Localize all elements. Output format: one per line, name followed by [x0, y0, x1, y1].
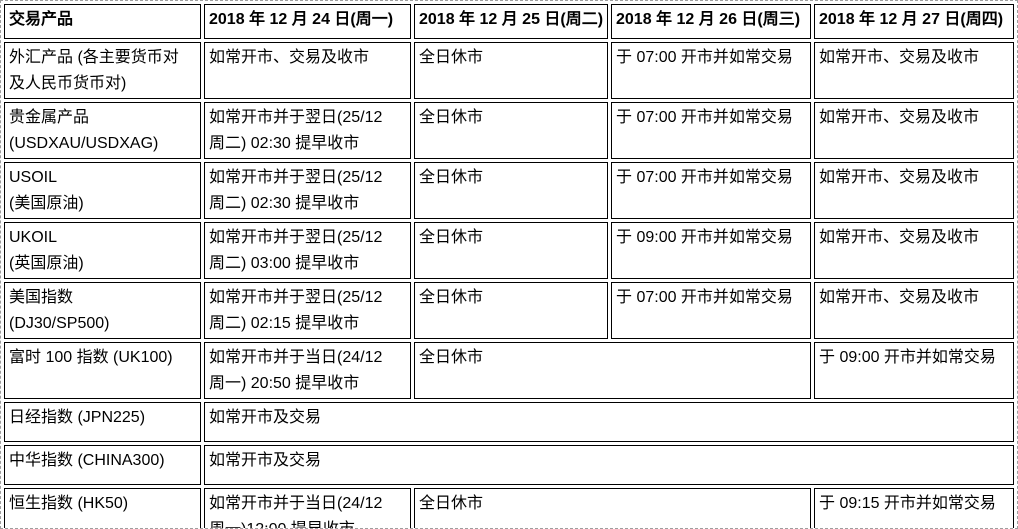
schedule-cell: 于 07:00 开市并如常交易 — [611, 102, 811, 159]
schedule-cell: 如常开市及交易 — [204, 445, 1014, 485]
schedule-cell: 全日休市 — [414, 488, 811, 528]
table-row: 中华指数 (CHINA300) 如常开市及交易 — [4, 445, 1014, 485]
product-cell: 美国指数 (DJ30/SP500) — [4, 282, 201, 339]
column-header-dec26: 2018 年 12 月 26 日(周三) — [611, 4, 811, 39]
schedule-cell: 如常开市并于翌日(25/12 周二) 02:30 提早收市 — [204, 102, 411, 159]
schedule-cell: 如常开市、交易及收市 — [814, 42, 1014, 99]
table-row: 贵金属产品 (USDXAU/USDXAG) 如常开市并于翌日(25/12 周二) … — [4, 102, 1014, 159]
schedule-cell: 如常开市并于当日(24/12 周一)12:00 提早收市 — [204, 488, 411, 528]
product-cell: 日经指数 (JPN225) — [4, 402, 201, 442]
schedule-cell: 于 09:00 开市并如常交易 — [611, 222, 811, 279]
schedule-cell: 如常开市、交易及收市 — [814, 162, 1014, 219]
schedule-cell: 于 07:00 开市并如常交易 — [611, 42, 811, 99]
schedule-cell: 于 07:00 开市并如常交易 — [611, 162, 811, 219]
schedule-cell: 如常开市、交易及收市 — [814, 282, 1014, 339]
schedule-cell: 于 07:00 开市并如常交易 — [611, 282, 811, 339]
table-row: 日经指数 (JPN225) 如常开市及交易 — [4, 402, 1014, 442]
schedule-cell: 如常开市、交易及收市 — [204, 42, 411, 99]
schedule-cell: 如常开市并于翌日(25/12 周二) 02:30 提早收市 — [204, 162, 411, 219]
schedule-cell: 于 09:00 开市并如常交易 — [814, 342, 1014, 399]
header-row: 交易产品 2018 年 12 月 24 日(周一) 2018 年 12 月 25… — [4, 4, 1014, 39]
schedule-cell: 如常开市及交易 — [204, 402, 1014, 442]
column-header-product: 交易产品 — [4, 4, 201, 39]
schedule-cell: 全日休市 — [414, 102, 608, 159]
schedule-cell: 全日休市 — [414, 342, 811, 399]
product-cell: 富时 100 指数 (UK100) — [4, 342, 201, 399]
table-row: 恒生指数 (HK50)如常开市并于当日(24/12 周一)12:00 提早收市全… — [4, 488, 1014, 528]
schedule-cell: 于 09:15 开市并如常交易 — [814, 488, 1014, 528]
product-cell: 中华指数 (CHINA300) — [4, 445, 201, 485]
schedule-cell: 如常开市、交易及收市 — [814, 102, 1014, 159]
schedule-cell: 全日休市 — [414, 162, 608, 219]
schedule-cell: 如常开市并于当日(24/12 周一) 20:50 提早收市 — [204, 342, 411, 399]
product-cell: 恒生指数 (HK50) — [4, 488, 201, 528]
schedule-cell: 全日休市 — [414, 222, 608, 279]
column-header-dec24: 2018 年 12 月 24 日(周一) — [204, 4, 411, 39]
table-row: 富时 100 指数 (UK100) 如常开市并于当日(24/12 周一) 20:5… — [4, 342, 1014, 399]
table-row: 外汇产品 (各主要货币对 及人民币货币对) 如常开市、交易及收市 全日休市于 07:… — [4, 42, 1014, 99]
table-row: UKOIL (英国原油) 如常开市并于翌日(25/12 周二) 03:00 提早收… — [4, 222, 1014, 279]
column-header-dec27: 2018 年 12 月 27 日(周四) — [814, 4, 1014, 39]
product-cell: 外汇产品 (各主要货币对 及人民币货币对) — [4, 42, 201, 99]
table-row: 美国指数 (DJ30/SP500) 如常开市并于翌日(25/12 周二) 02:1… — [4, 282, 1014, 339]
schedule-cell: 如常开市并于翌日(25/12 周二) 02:15 提早收市 — [204, 282, 411, 339]
product-cell: 贵金属产品 (USDXAU/USDXAG) — [4, 102, 201, 159]
schedule-cell: 如常开市并于翌日(25/12 周二) 03:00 提早收市 — [204, 222, 411, 279]
product-cell: UKOIL (英国原油) — [4, 222, 201, 279]
schedule-cell: 全日休市 — [414, 282, 608, 339]
column-header-dec25: 2018 年 12 月 25 日(周二) — [414, 4, 608, 39]
product-cell: USOIL (美国原油) — [4, 162, 201, 219]
schedule-cell: 如常开市、交易及收市 — [814, 222, 1014, 279]
table-row: USOIL (美国原油) 如常开市并于翌日(25/12 周二) 02:30 提早收… — [4, 162, 1014, 219]
schedule-cell: 全日休市 — [414, 42, 608, 99]
